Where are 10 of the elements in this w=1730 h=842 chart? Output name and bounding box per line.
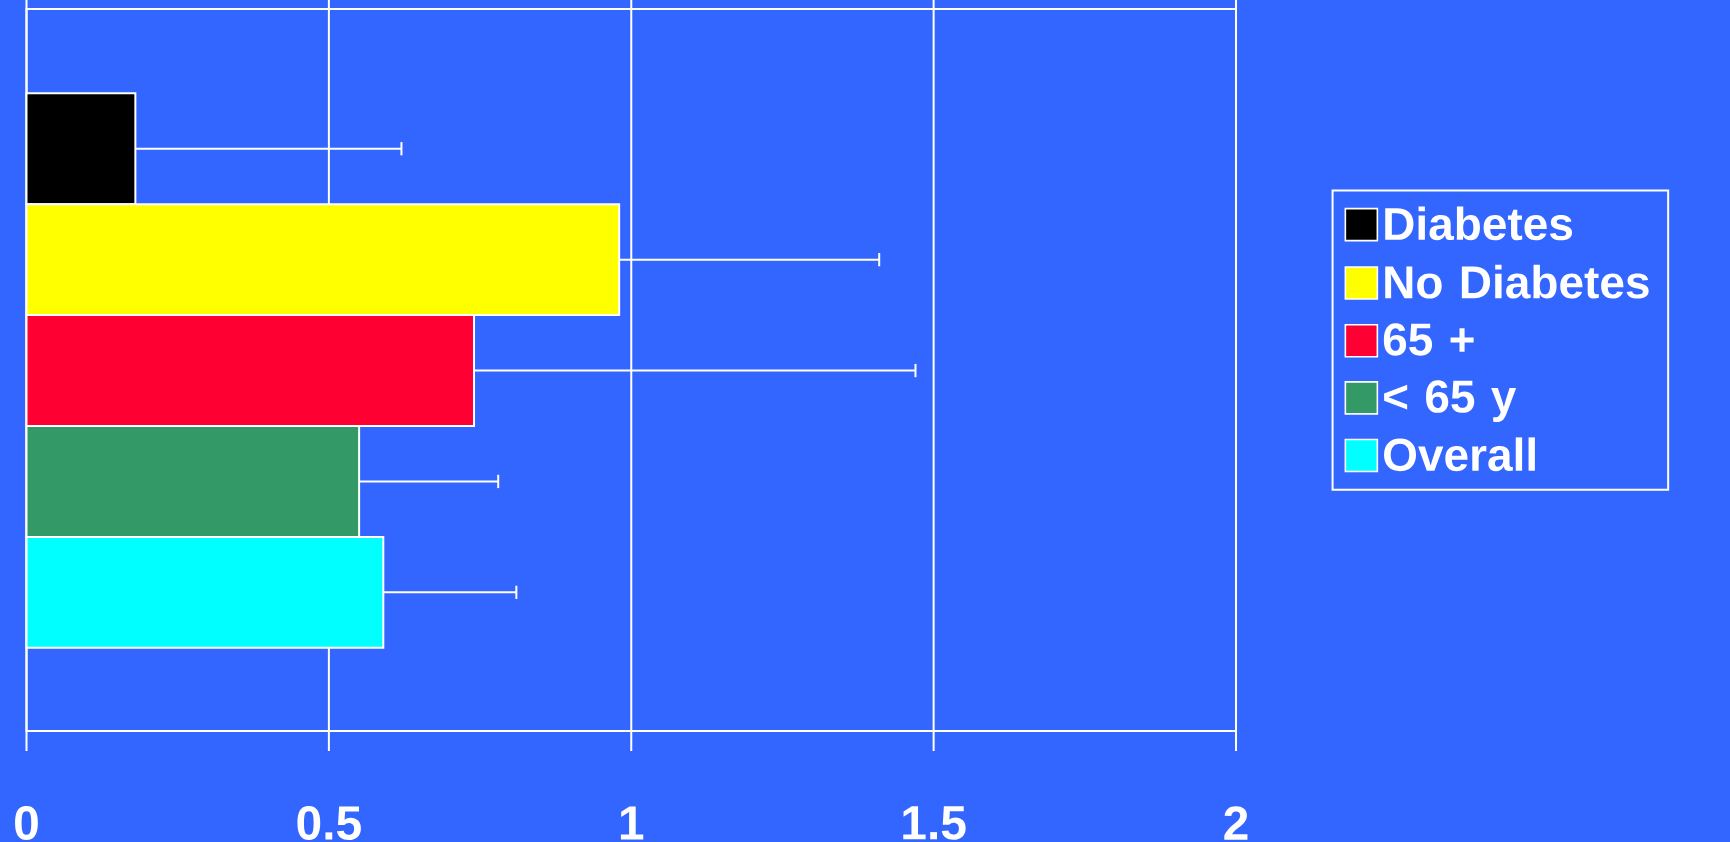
legend-label: Diabetes: [1385, 206, 1573, 241]
legend-label: 65 +: [1383, 323, 1474, 356]
x-tick-label: 1.5: [903, 806, 966, 840]
legend-label: Overall: [1384, 437, 1535, 472]
x-tick-label: 1: [620, 806, 644, 840]
x-tick-label: 0.5: [297, 806, 361, 840]
legend-label: < 65 y: [1384, 380, 1517, 422]
x-tick-label: 2: [1224, 806, 1248, 840]
x-tick-label: 0: [15, 806, 38, 840]
legend-label: No Diabetes: [1385, 264, 1649, 299]
